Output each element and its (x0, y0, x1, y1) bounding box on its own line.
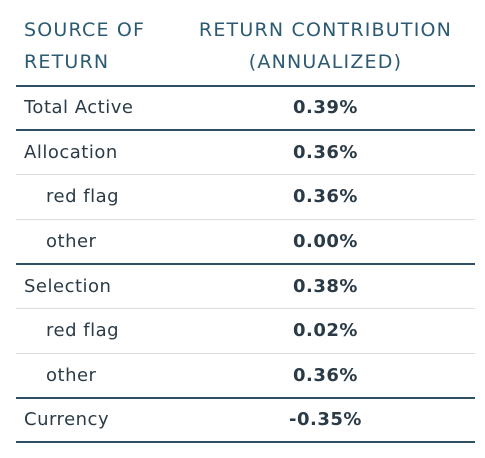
table-row-selection-red-flag: red flag 0.02% (16, 309, 475, 353)
divider-row (16, 353, 475, 354)
header-source-of-return: SOURCE OF RETURN (24, 14, 174, 78)
row-label: Currency (24, 409, 110, 430)
header-source-line-2: RETURN (24, 51, 110, 73)
row-label: other (46, 231, 97, 252)
row-value: 0.02% (293, 320, 358, 341)
table-row-allocation-red-flag: red flag 0.36% (16, 175, 475, 219)
table-row-allocation-other: other 0.00% (16, 220, 475, 264)
divider-row (16, 174, 475, 175)
row-value: 0.38% (293, 276, 358, 297)
divider-row (16, 308, 475, 309)
row-value: -0.35% (289, 409, 362, 430)
table-header: SOURCE OF RETURN RETURN CONTRIBUTION (AN… (0, 0, 485, 86)
row-value: 0.39% (293, 97, 358, 118)
row-label: red flag (46, 186, 120, 207)
table-row-selection-other: other 0.36% (16, 354, 475, 398)
header-return-contribution: RETURN CONTRIBUTION (ANNUALIZED) (188, 14, 463, 78)
divider-row (16, 219, 475, 220)
header-source-line-1: SOURCE OF (24, 19, 146, 41)
row-label: red flag (46, 320, 120, 341)
divider-header (16, 85, 475, 87)
row-label: Total Active (24, 97, 134, 118)
row-label: Allocation (24, 142, 118, 163)
table-row-currency: Currency -0.35% (16, 398, 475, 442)
row-label: other (46, 365, 97, 386)
divider-group-selection (16, 263, 475, 265)
divider-group-currency (16, 397, 475, 399)
row-value: 0.36% (293, 365, 358, 386)
row-value: 0.36% (293, 186, 358, 207)
header-contribution-line-1: RETURN CONTRIBUTION (198, 19, 453, 41)
table-row-allocation: Allocation 0.36% (16, 131, 475, 175)
row-value: 0.00% (293, 231, 358, 252)
table-row-total-active: Total Active 0.39% (16, 86, 475, 130)
row-value: 0.36% (293, 142, 358, 163)
row-label: Selection (24, 276, 112, 297)
header-contribution-line-2: (ANNUALIZED) (248, 51, 403, 73)
divider-group-allocation (16, 129, 475, 131)
divider-footer (16, 441, 475, 443)
table-row-selection: Selection 0.38% (16, 265, 475, 309)
